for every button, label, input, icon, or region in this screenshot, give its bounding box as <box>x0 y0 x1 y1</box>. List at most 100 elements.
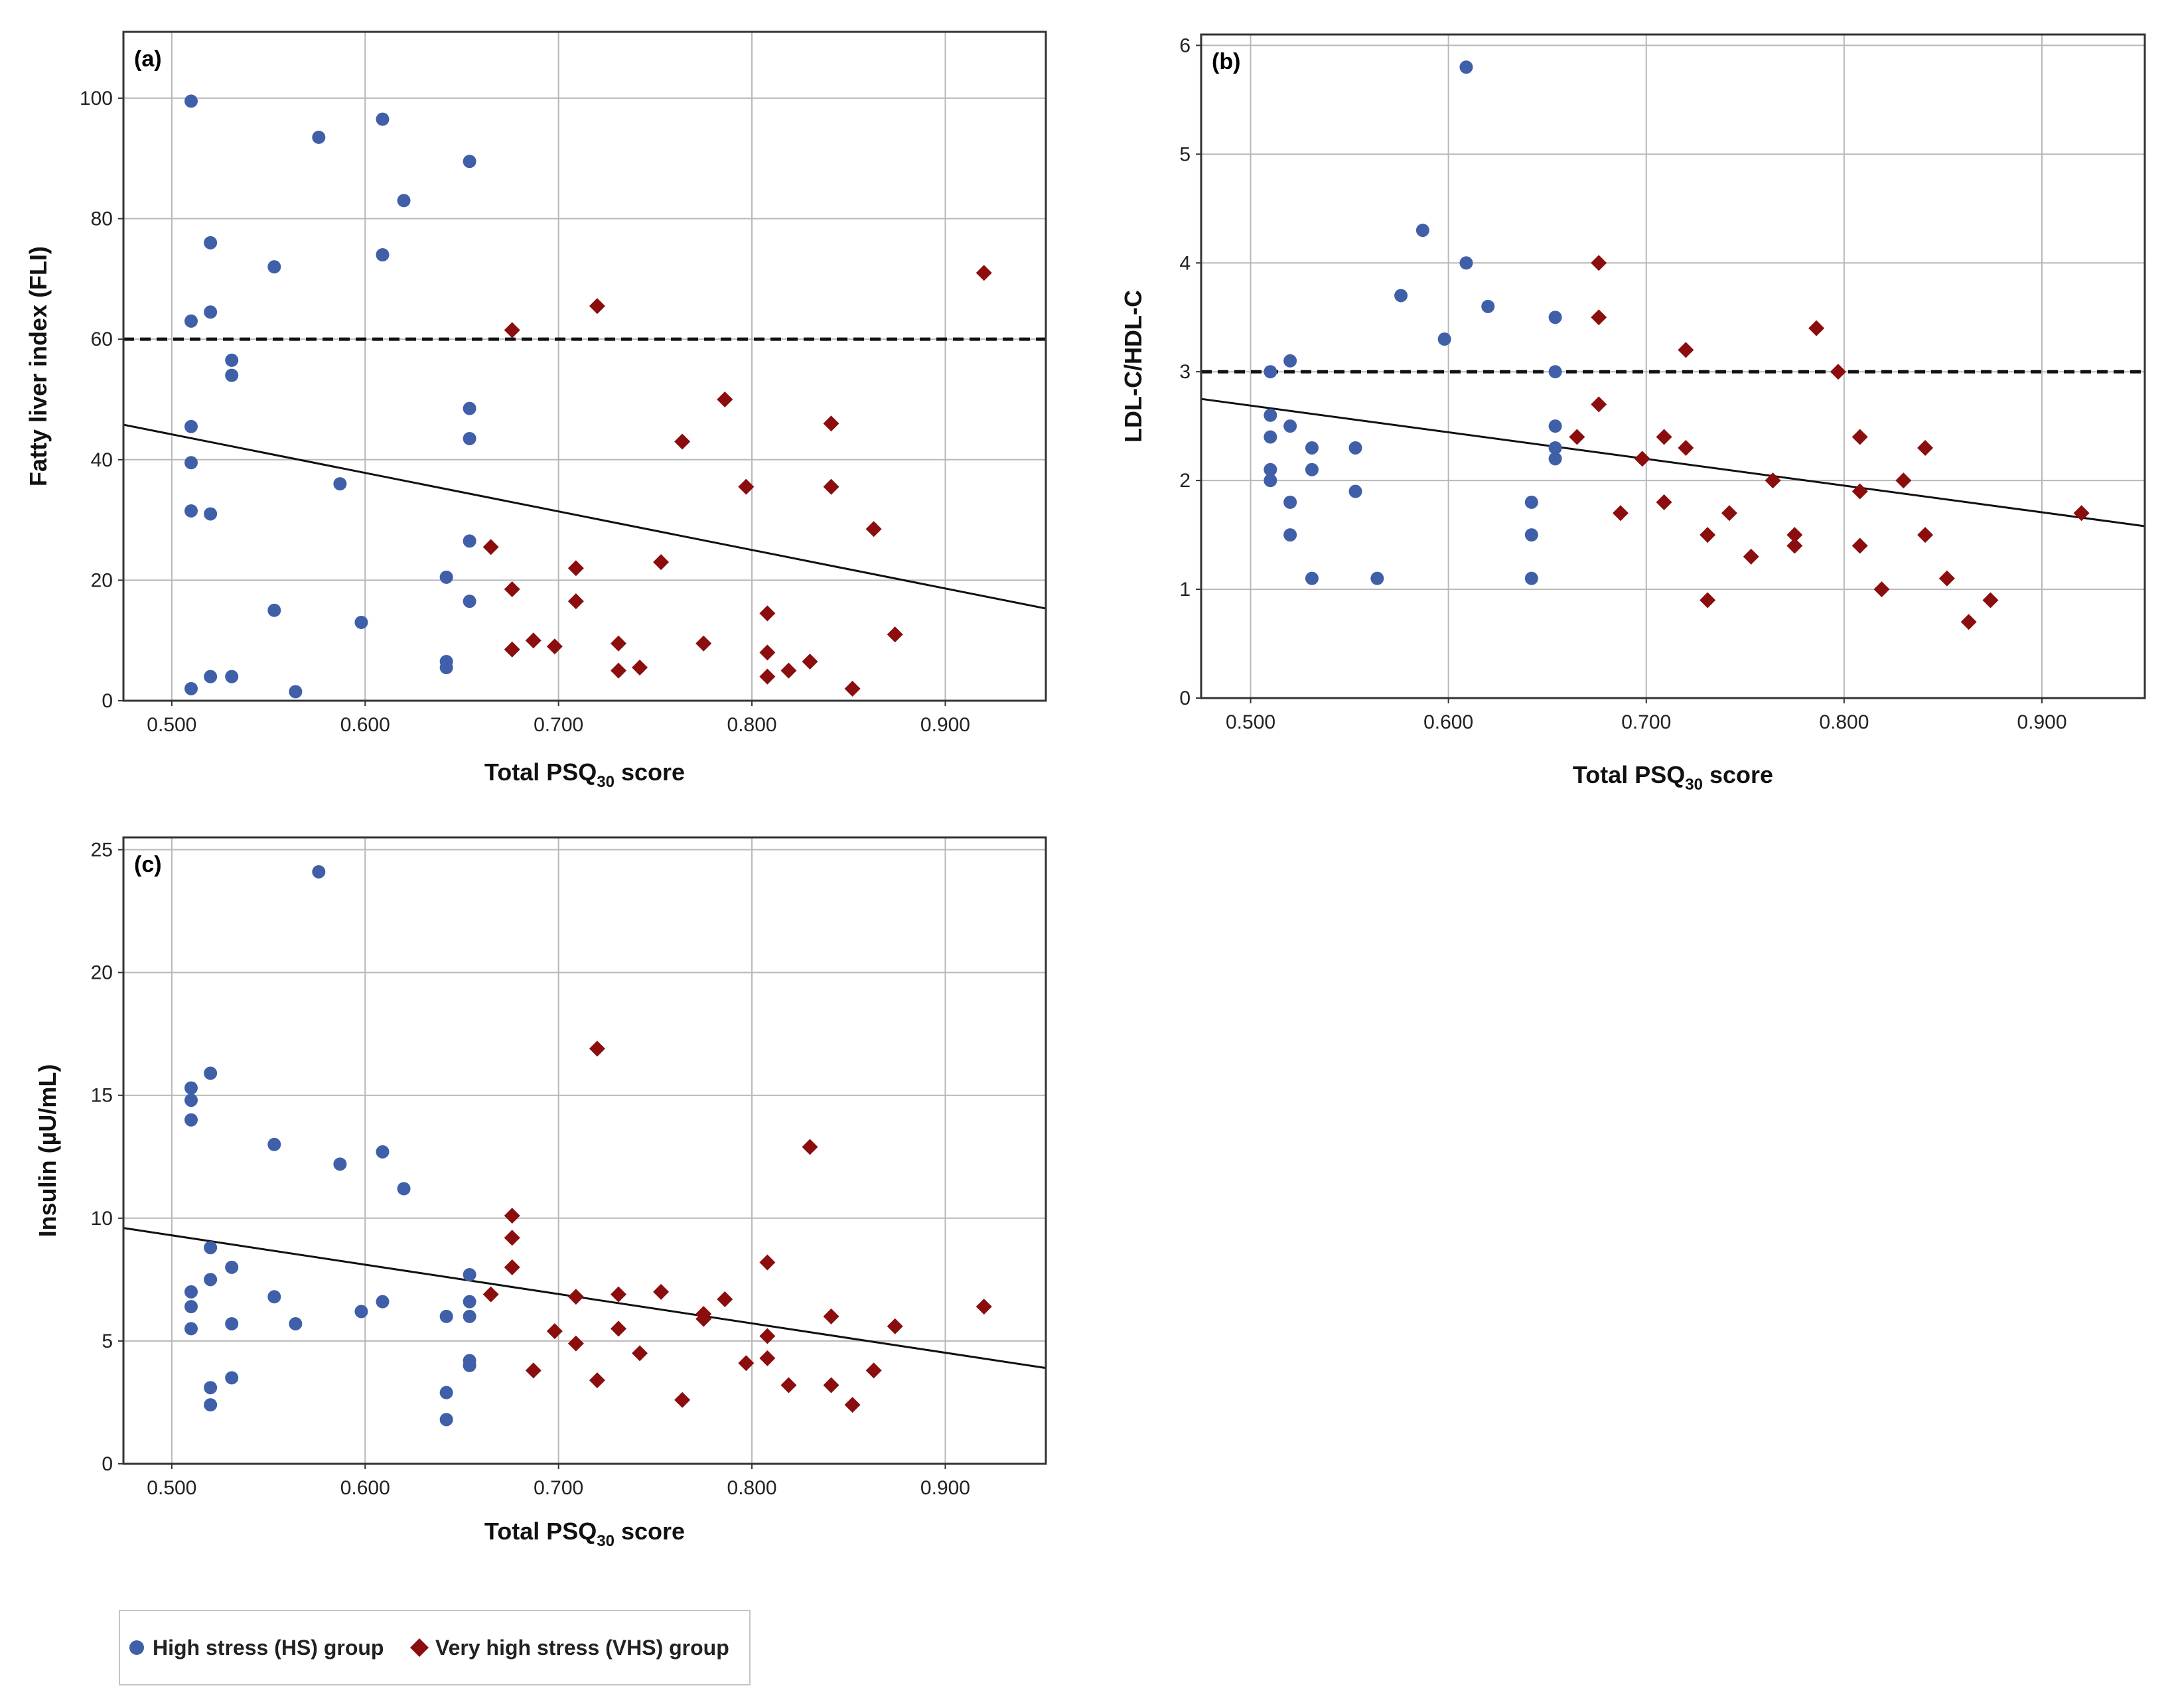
panel-c-hs-point <box>333 1157 347 1171</box>
panel-a-vhs-point <box>887 626 903 643</box>
panel-c-vhs-point <box>802 1139 818 1155</box>
panel-a-vhs-point <box>759 668 776 685</box>
panel-a-vhs-point <box>674 433 691 450</box>
panel-a-vhs-point <box>738 478 755 495</box>
panel-a-hs-point <box>184 456 198 470</box>
panel-a-hs-point <box>184 504 198 518</box>
panel-c-y-tick-label: 15 <box>91 1085 113 1107</box>
panel-c-vhs-point <box>589 1372 605 1389</box>
panel-a-hs-point <box>184 314 198 328</box>
panel-a-vhs-point <box>695 635 712 652</box>
panel-a-hs-point <box>225 670 239 683</box>
legend-frame <box>119 1610 751 1685</box>
panel-a-hs-point <box>463 431 476 445</box>
panel-b-vhs-point <box>1569 429 1585 445</box>
panel-b-vhs-point <box>1613 505 1629 522</box>
panel-b-y-tick-label: 2 <box>1179 470 1191 492</box>
panel-b-hs-point <box>1305 441 1319 455</box>
panel-a-vhs-point <box>823 415 839 432</box>
panel-c-fit-line <box>123 1227 1047 1370</box>
panel-a-hs-point <box>184 94 198 108</box>
panel-b-vhs-point <box>1960 614 1977 630</box>
legend-vhs-label: Very high stress (VHS) group <box>435 1636 729 1660</box>
panel-a-x-axis-title-tail: score <box>615 758 685 786</box>
panel-c-hs-point <box>204 1241 218 1255</box>
panel-c-hs-point <box>204 1273 218 1287</box>
panel-c-x-tick-label: 0.700 <box>534 1477 583 1499</box>
panel-b-hs-point <box>1548 365 1562 379</box>
legend-hs-label: High stress (HS) group <box>153 1636 384 1660</box>
panel-b-y-tick-label: 1 <box>1179 579 1191 601</box>
panel-a-y-tick-label: 20 <box>91 569 113 591</box>
panel-b-vhs-point <box>1851 483 1868 500</box>
panel-b-vhs-point <box>1851 429 1868 445</box>
panel-b-vhs-point <box>1830 364 1846 380</box>
panel-c-hs-point <box>225 1260 239 1274</box>
panel-b-hs-point <box>1305 571 1319 585</box>
panel-c-x-tick-label: 0.900 <box>920 1477 970 1499</box>
panel-a-vhs-point <box>844 680 861 697</box>
panel-b-hs-point <box>1548 419 1562 433</box>
panel-b-hs-point <box>1524 495 1538 509</box>
panel-a-vhs-point <box>567 593 584 610</box>
panel-a-vhs-point <box>610 662 626 679</box>
panel-c-vhs-point <box>759 1254 776 1271</box>
legend-hs-marker <box>129 1640 144 1655</box>
panel-a-vhs-point <box>567 560 584 577</box>
panel-c-hs-point <box>184 1285 198 1299</box>
panel-c-vhs-point <box>759 1350 776 1366</box>
panel-b-vhs-point <box>1851 537 1868 554</box>
panel-a-panel-label: (a) <box>134 46 162 72</box>
panel-a-vhs-point <box>976 265 992 281</box>
panel-b-y-tick-label: 6 <box>1179 35 1191 56</box>
panel-a-vhs-point <box>717 391 733 407</box>
panel-a-vhs-point <box>802 653 818 670</box>
panel-b-hs-point <box>1283 495 1297 509</box>
panel-c-vhs-point <box>589 1040 605 1057</box>
panel-c-x-axis-title-main: Total PSQ <box>484 1518 597 1545</box>
panel-a-y-tick-label: 40 <box>91 449 113 471</box>
panel-b-hs-point <box>1264 463 1277 476</box>
panel-a-x-tick-label: 0.700 <box>534 714 583 736</box>
panel-c-x-tick-label: 0.800 <box>727 1477 777 1499</box>
panel-a-hs-point <box>184 681 198 695</box>
panel-a-x-axis-title: Total PSQ30 score <box>484 758 685 791</box>
panel-a-hs-point <box>204 670 218 683</box>
panel-b-y-tick-label: 5 <box>1179 143 1191 165</box>
panel-c-hs-point <box>267 1137 281 1151</box>
panel-c-hs-point <box>184 1113 198 1127</box>
panel-b-vhs-point <box>1656 429 1672 445</box>
panel-b-hs-point <box>1459 256 1473 270</box>
panel-b-vhs-point <box>1786 537 1803 554</box>
panel-b-vhs-point <box>1700 592 1716 608</box>
panel-c-vhs-point <box>610 1320 626 1337</box>
panel-a-vhs-point <box>482 539 499 555</box>
panel-a-vhs-point <box>610 635 626 652</box>
panel-c-hs-point <box>376 1145 390 1159</box>
panel-b-hs-point <box>1348 484 1362 498</box>
panel-a-hs-point <box>267 260 281 274</box>
panel-c-hs-point <box>439 1309 453 1323</box>
panel-c-vhs-point <box>759 1328 776 1344</box>
panel-a-vhs-point <box>823 478 839 495</box>
panel-b-vhs-point <box>1721 505 1737 522</box>
panel-b-hs-point <box>1481 299 1495 313</box>
panel-a-y-tick-label: 0 <box>102 690 113 712</box>
panel-c-hs-point <box>312 865 326 879</box>
panel-c-hs-point <box>184 1300 198 1314</box>
legend: High stress (HS) group Very high stress … <box>119 1610 751 1685</box>
panel-c-hs-point <box>463 1267 476 1281</box>
panel-a-plot-frame <box>122 31 1047 702</box>
panel-b-vhs-point <box>1808 320 1825 336</box>
panel-c-insulin: 0.500 0.600 0.700 0.800 0.900 0 5 10 15 20 25 (c) In… <box>34 836 1047 1550</box>
panel-b-hs-point <box>1370 571 1384 585</box>
panel-b-hs-point <box>1283 528 1297 542</box>
panel-a-vhs-point <box>865 521 882 537</box>
panel-a-vhs-point <box>759 605 776 622</box>
panel-a-y-tick-label: 60 <box>91 328 113 350</box>
panel-b-x-axis-title-subscript: 30 <box>1685 776 1703 794</box>
panel-c-vhs-point <box>695 1311 712 1327</box>
panel-b-x-tick-label: 0.800 <box>1819 711 1869 733</box>
panel-c-vhs-point <box>653 1283 670 1300</box>
